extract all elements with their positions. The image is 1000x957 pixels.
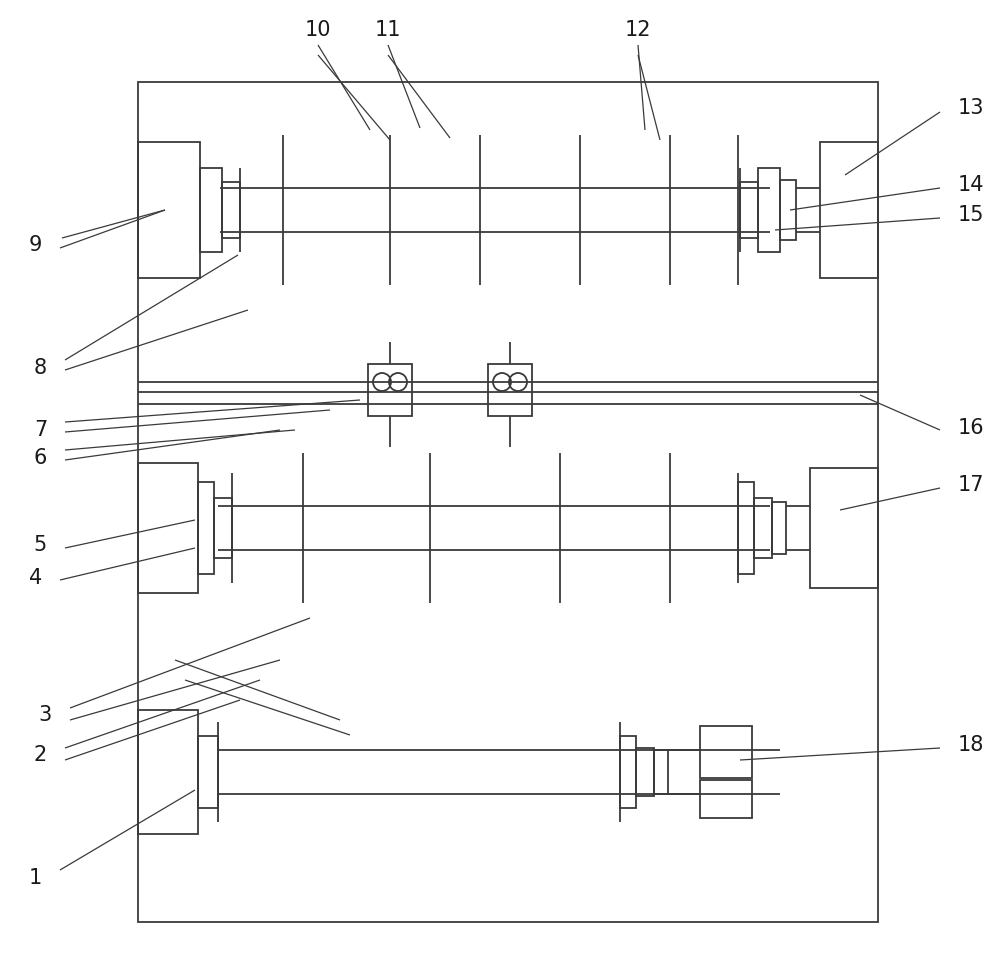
Text: 11: 11: [375, 20, 401, 40]
Text: 16: 16: [958, 418, 985, 438]
Text: 1: 1: [29, 868, 42, 888]
Text: 7: 7: [34, 420, 47, 440]
Bar: [754, 498, 772, 558]
Bar: [780, 180, 796, 240]
Bar: [198, 482, 214, 574]
Bar: [138, 82, 878, 922]
Text: 10: 10: [305, 20, 331, 40]
Bar: [654, 750, 668, 794]
Text: 17: 17: [958, 475, 984, 495]
Bar: [738, 482, 754, 574]
Text: 13: 13: [958, 98, 984, 118]
Bar: [700, 780, 752, 818]
Text: 14: 14: [958, 175, 984, 195]
Bar: [368, 364, 412, 416]
Text: 18: 18: [958, 735, 984, 755]
Bar: [620, 736, 636, 808]
Bar: [138, 463, 198, 593]
Bar: [820, 142, 878, 278]
Text: 2: 2: [34, 745, 47, 765]
Bar: [636, 748, 654, 796]
Bar: [138, 710, 198, 834]
Bar: [198, 736, 218, 808]
Text: 5: 5: [34, 535, 47, 555]
Bar: [222, 182, 240, 238]
Text: 12: 12: [625, 20, 651, 40]
Bar: [138, 142, 200, 278]
Bar: [488, 364, 532, 416]
Text: 15: 15: [958, 205, 984, 225]
Text: 3: 3: [39, 705, 52, 725]
Text: 8: 8: [34, 358, 47, 378]
Bar: [758, 168, 780, 252]
Text: 6: 6: [34, 448, 47, 468]
Bar: [740, 182, 758, 238]
Bar: [214, 498, 232, 558]
Bar: [772, 502, 786, 554]
Bar: [200, 168, 222, 252]
Text: 9: 9: [29, 235, 42, 255]
Text: 4: 4: [29, 568, 42, 588]
Bar: [810, 468, 878, 588]
Bar: [700, 726, 752, 778]
